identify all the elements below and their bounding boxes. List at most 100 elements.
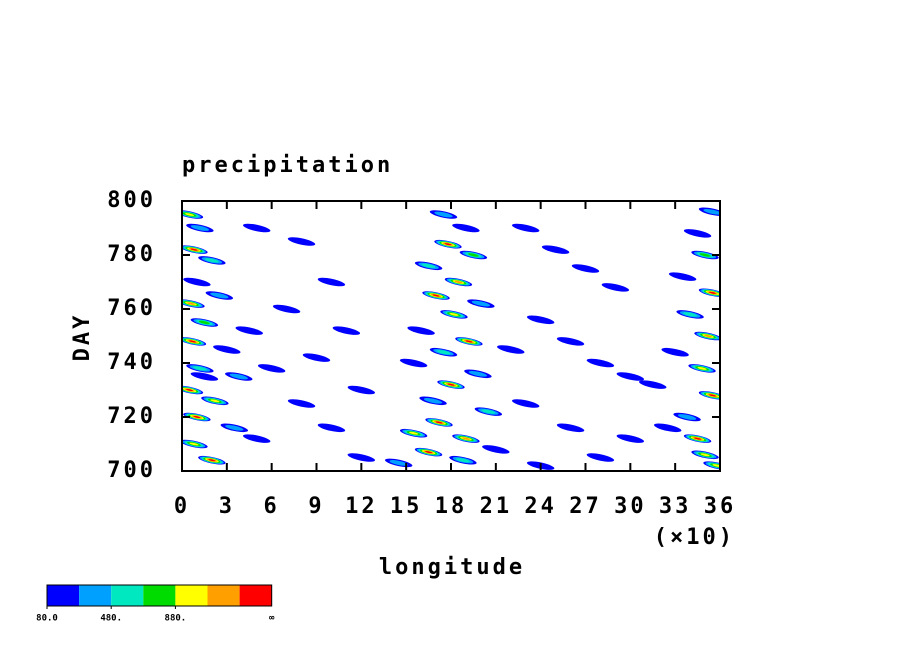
contour-band xyxy=(317,423,346,433)
contour-band xyxy=(189,340,196,343)
x-tick-label: 21 xyxy=(480,494,513,519)
precip-cell xyxy=(452,434,480,443)
contour-band xyxy=(425,451,433,454)
precip-cell xyxy=(205,291,234,300)
contour-band xyxy=(639,380,667,389)
precip-cell xyxy=(347,453,376,462)
precip-cell xyxy=(676,310,704,319)
precip-cell xyxy=(287,399,316,408)
precip-cell xyxy=(347,385,376,395)
precip-cell xyxy=(182,245,208,254)
precip-cell xyxy=(287,237,316,246)
colorbar-box xyxy=(175,585,208,606)
precip-cell xyxy=(399,428,428,438)
contour-band xyxy=(302,353,331,362)
contour-band xyxy=(208,459,216,462)
x-tick-label: 33 xyxy=(659,494,692,519)
contour-band xyxy=(512,399,540,408)
contour-band xyxy=(229,373,248,380)
contour-band xyxy=(497,345,525,354)
x-tick-label: 30 xyxy=(614,494,647,519)
field xyxy=(182,207,720,470)
contour-band xyxy=(186,388,193,392)
contour-band xyxy=(189,442,199,446)
x-tick-label: 15 xyxy=(390,494,423,519)
y-tick-label: 720 xyxy=(107,404,156,429)
precip-cell xyxy=(482,445,510,454)
contour-band xyxy=(184,213,195,216)
x-tick-label: 0 xyxy=(174,494,190,519)
precip-cell xyxy=(407,326,435,335)
precip-cell xyxy=(586,453,615,462)
precip-cell xyxy=(526,315,555,325)
precip-cell xyxy=(639,380,667,389)
precip-cell xyxy=(586,358,615,368)
contour-band xyxy=(683,312,697,317)
precip-cell xyxy=(235,326,263,335)
precip-cell xyxy=(444,277,473,287)
contour-band xyxy=(210,399,220,403)
contour-band xyxy=(190,248,198,251)
contour-band xyxy=(347,453,376,462)
contour-band xyxy=(193,366,207,371)
precip-cell xyxy=(474,407,503,416)
precip-cell xyxy=(182,299,205,308)
contour-band xyxy=(332,326,361,335)
contour-band xyxy=(183,277,211,287)
colorbar-frame xyxy=(46,584,273,607)
contour-band xyxy=(198,320,210,325)
contour-band xyxy=(454,280,463,284)
precip-cell xyxy=(272,304,301,314)
contour-band xyxy=(423,397,443,404)
precip-cell xyxy=(683,434,712,443)
contour-band xyxy=(389,460,408,466)
contour-band xyxy=(407,326,435,335)
colorbar-label: 80.0 xyxy=(36,614,58,624)
contour-band xyxy=(586,358,615,368)
contour-band xyxy=(697,366,707,370)
contour-band xyxy=(571,264,600,273)
colorbar-box xyxy=(47,585,80,606)
precip-cell xyxy=(673,412,701,422)
contour-band xyxy=(432,294,440,297)
precip-cell xyxy=(182,439,208,449)
precip-cell xyxy=(683,229,712,238)
precip-cell xyxy=(440,310,468,319)
contour-band xyxy=(243,223,271,233)
precip-cell xyxy=(183,277,211,287)
contour-band xyxy=(187,302,195,305)
precip-cell xyxy=(661,347,689,357)
contour-band xyxy=(694,437,702,440)
x-tick-label: 9 xyxy=(308,494,324,519)
contour-band xyxy=(452,223,480,233)
contour-band xyxy=(683,229,712,238)
contour-band xyxy=(556,423,585,433)
precip-cell xyxy=(452,223,480,233)
contour-band xyxy=(556,337,585,346)
precip-cell xyxy=(201,396,229,406)
precip-cell xyxy=(399,358,428,368)
contour-band xyxy=(703,208,720,215)
precip-cell xyxy=(437,380,465,389)
contour-band xyxy=(465,340,473,343)
contour-band xyxy=(468,370,488,377)
contour-band xyxy=(272,304,301,314)
contour-band xyxy=(190,225,210,231)
precip-cell xyxy=(694,331,720,341)
precip-cell xyxy=(425,418,453,427)
contour-band xyxy=(586,453,615,462)
x-tick-label: 18 xyxy=(435,494,468,519)
precip-cell xyxy=(186,364,214,373)
precip-cell xyxy=(497,345,525,354)
colorbar-box xyxy=(79,585,112,606)
contour-band xyxy=(616,372,645,381)
precip-cell xyxy=(414,261,443,271)
y-tick-label: 700 xyxy=(107,458,156,483)
precip-cell xyxy=(691,250,719,260)
contour-band xyxy=(287,399,316,408)
colorbar-label: 480. xyxy=(100,614,122,624)
contour-band xyxy=(317,277,346,287)
precip-cell xyxy=(190,318,219,327)
contour-band xyxy=(601,283,630,292)
